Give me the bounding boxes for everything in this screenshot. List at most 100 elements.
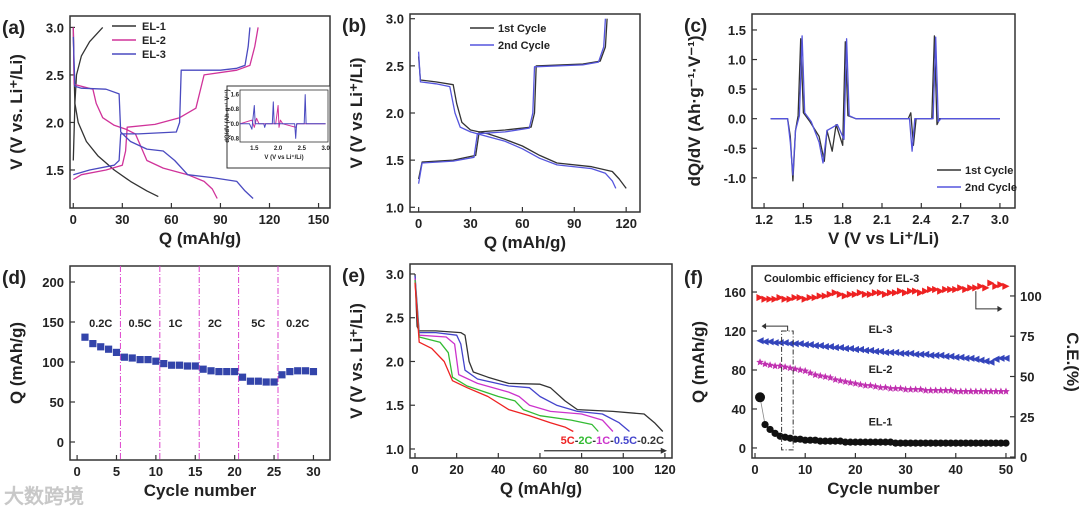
data-point	[841, 438, 849, 446]
data-point	[901, 289, 910, 297]
x-tick-label: 50	[999, 462, 1013, 477]
y-axis-title: V (V vs Li⁺/Li)	[347, 58, 366, 169]
data-point	[952, 353, 960, 361]
data-point	[871, 347, 880, 356]
y-tick-label: 3.0	[386, 12, 404, 27]
series-line	[414, 280, 599, 432]
y-tick-label: 3.0	[386, 267, 404, 282]
data-point	[262, 378, 270, 386]
x-tick-label: 120	[654, 462, 676, 477]
el1-label: EL-1	[869, 417, 893, 429]
y2-tick-label: 25	[1020, 410, 1034, 425]
x-tick-label: 30	[115, 212, 129, 227]
data-point	[907, 287, 915, 295]
inset-x-title: V (V vs Li⁺/Li)	[264, 154, 303, 161]
data-point	[160, 360, 168, 368]
data-point	[97, 343, 105, 351]
legend-label: EL-1	[142, 21, 166, 33]
data-point	[856, 380, 865, 388]
data-point	[144, 356, 152, 364]
data-point	[871, 382, 880, 390]
y-axis-title: Q (mAh/g)	[7, 322, 26, 404]
x-axis-title: Q (mAh/g)	[500, 479, 582, 498]
data-point	[105, 345, 113, 353]
data-point	[916, 385, 925, 393]
x-tick-label: 0	[751, 462, 758, 477]
data-point	[811, 370, 819, 379]
data-point	[972, 355, 980, 363]
data-point	[861, 438, 870, 446]
inset-x-tick-label: 1.5	[250, 146, 259, 152]
series-line	[72, 27, 159, 198]
data-point	[1002, 387, 1010, 395]
data-point	[816, 371, 824, 379]
data-point	[937, 351, 945, 359]
data-point	[781, 295, 789, 303]
arrow-head	[761, 323, 767, 330]
data-point	[766, 295, 774, 303]
data-point	[851, 290, 859, 298]
data-point	[982, 439, 990, 447]
data-point	[992, 387, 1000, 395]
data-point	[942, 386, 950, 394]
data-point	[801, 295, 809, 303]
data-point	[982, 284, 990, 292]
series-line	[414, 282, 574, 433]
data-point	[997, 281, 1005, 289]
data-point	[791, 365, 799, 373]
data-point	[786, 295, 794, 303]
y-tick-label: 1.0	[386, 442, 404, 457]
series-line	[770, 35, 1000, 176]
data-point	[911, 385, 920, 393]
data-point	[972, 439, 980, 447]
legend-label: 2nd Cycle	[498, 40, 550, 52]
data-point	[912, 287, 920, 295]
x-tick-label: 5	[113, 464, 120, 479]
data-point	[821, 343, 829, 351]
data-point	[886, 384, 895, 392]
data-point	[168, 361, 176, 369]
panel-a: 0 30 60 90 120 150 1.5 2.0 2.5 3.0 Q (mAh/g) V (V v…	[2, 15, 331, 248]
data-point	[927, 285, 935, 294]
data-point	[861, 381, 870, 389]
data-point	[912, 350, 920, 358]
data-point	[766, 361, 774, 369]
data-point	[771, 339, 779, 347]
y2-tick-label: 100	[1020, 289, 1042, 304]
series-line	[414, 273, 664, 432]
data-point	[851, 379, 860, 387]
x-tick-label: 2.1	[873, 212, 891, 227]
y-tick-label: 2.5	[386, 59, 404, 74]
inset-y-title: dQ/dV (Ah·g⁻¹·V⁻¹)	[224, 89, 231, 142]
y-tick-label: 1.5	[386, 153, 404, 168]
rate-legend: 5C-2C-1C-0.5C-0.2C	[561, 435, 664, 447]
x-tick-label: 60	[515, 216, 529, 231]
series-line	[417, 56, 627, 189]
y-tick-label: 0	[57, 435, 64, 450]
data-point	[907, 439, 915, 447]
rate-label: 1C	[169, 318, 183, 330]
legend-label: EL-2	[142, 35, 166, 47]
data-point	[967, 439, 975, 447]
data-point	[278, 371, 286, 379]
x-tick-label: 30	[306, 464, 320, 479]
data-point	[866, 438, 875, 446]
panel-c: 1.2 1.5 1.8 2.1 2.4 2.7 3.0 -1.0 -0.5 0.0 0.5 1.0 1.…	[684, 13, 1017, 248]
y-tick-label: 160	[724, 285, 746, 300]
series-el-1	[755, 392, 1010, 447]
legend-label: EL-3	[142, 49, 166, 61]
data-point	[876, 289, 885, 297]
data-point	[756, 337, 764, 345]
data-point	[886, 348, 895, 357]
panel-label: (f)	[684, 268, 703, 289]
y-tick-label: -1.0	[724, 171, 746, 186]
inset-y-tick-label: 0.0	[231, 122, 240, 128]
data-point	[801, 436, 809, 444]
data-point	[987, 387, 995, 395]
data-point	[301, 367, 310, 375]
data-point	[791, 293, 799, 302]
data-point	[962, 285, 970, 294]
data-point	[826, 343, 834, 351]
data-point	[957, 284, 965, 292]
data-point	[756, 293, 764, 302]
